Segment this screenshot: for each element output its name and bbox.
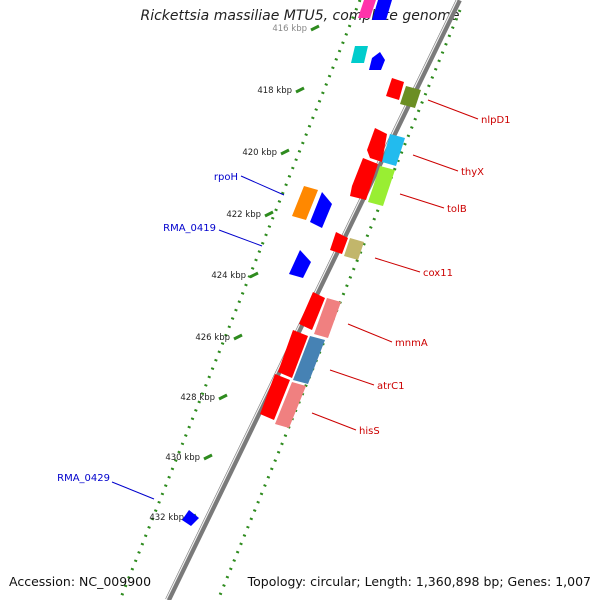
gene-leader-line: [218, 229, 263, 247]
tick-label: 426 kbp: [195, 333, 230, 343]
gene-feature[interactable]: [358, 0, 376, 18]
gene-leader-line: [412, 154, 459, 172]
gene-feature[interactable]: [369, 52, 385, 70]
gene-feature[interactable]: [368, 166, 395, 206]
gene-leader-line: [111, 481, 155, 500]
tick-mark: [249, 271, 259, 279]
gene-feature[interactable]: [367, 128, 387, 162]
gene-feature[interactable]: [400, 86, 421, 108]
gene-feature[interactable]: [292, 186, 318, 220]
gene-leader-line: [399, 193, 445, 209]
gene-label[interactable]: tolB: [447, 204, 467, 215]
gene-feature[interactable]: [293, 336, 325, 384]
tick-mark: [233, 333, 243, 341]
tick-labels: 416 kbp 418 kbp 420 kbp 422 kbp 424 kbp 426 k…: [149, 24, 307, 523]
tick-label: 428 kbp: [180, 393, 215, 403]
gene-leader-line: [374, 257, 421, 273]
tick-label: 424 kbp: [211, 271, 246, 281]
gene-feature[interactable]: [386, 78, 404, 100]
gene-feature[interactable]: [351, 46, 368, 63]
gene-feature[interactable]: [299, 292, 325, 330]
topology-summary: Topology: circular; Length: 1,360,898 bp…: [247, 574, 591, 589]
tick-mark: [295, 86, 305, 94]
gene-leader-line: [240, 175, 285, 196]
gene-feature[interactable]: [278, 330, 308, 378]
tick-label: 422 kbp: [226, 210, 261, 220]
gene-features: [182, 0, 421, 526]
tick-ring-outer: [216, 9, 462, 600]
gene-feature[interactable]: [310, 192, 332, 228]
tick-mark: [218, 393, 228, 401]
gene-feature[interactable]: [382, 134, 405, 166]
gene-feature[interactable]: [289, 250, 311, 278]
gene-leader-line: [311, 412, 357, 431]
gene-feature[interactable]: [350, 158, 378, 200]
gene-label[interactable]: RMA_0419: [163, 223, 216, 234]
tick-label: 420 kbp: [242, 148, 277, 158]
gene-label[interactable]: cox11: [423, 268, 453, 279]
gene-label[interactable]: atrC1: [377, 381, 405, 392]
accession-label: Accession: NC_009900: [9, 574, 152, 589]
tick-mark: [310, 24, 320, 32]
gene-callouts: nlpD1 thyX tolB cox11 mnmA atrC1 hisS rpoH RMA_0…: [57, 99, 511, 500]
tick-label: 432 kbp: [149, 513, 184, 523]
gene-leader-line: [427, 99, 479, 120]
tick-label: 430 kbp: [165, 453, 200, 463]
tick-mark: [264, 210, 274, 218]
tick-label: 418 kbp: [257, 86, 292, 96]
gene-feature[interactable]: [182, 510, 199, 526]
gene-label[interactable]: mnmA: [395, 338, 428, 349]
tick-mark: [203, 453, 213, 461]
gene-feature[interactable]: [314, 298, 341, 338]
tick-label: 416 kbp: [272, 24, 307, 34]
gene-feature[interactable]: [344, 238, 364, 260]
gene-leader-line: [329, 369, 375, 386]
gene-feature[interactable]: [330, 232, 348, 254]
gene-label[interactable]: nlpD1: [481, 115, 511, 126]
gene-label[interactable]: RMA_0429: [57, 473, 110, 484]
gene-label[interactable]: thyX: [461, 167, 484, 178]
gene-leader-line: [347, 323, 393, 343]
gene-label[interactable]: hisS: [359, 426, 380, 437]
gene-feature[interactable]: [275, 382, 306, 428]
tick-mark: [280, 148, 290, 156]
gene-feature[interactable]: [372, 0, 392, 20]
gene-feature[interactable]: [260, 374, 290, 420]
gene-label[interactable]: rpoH: [214, 172, 238, 183]
